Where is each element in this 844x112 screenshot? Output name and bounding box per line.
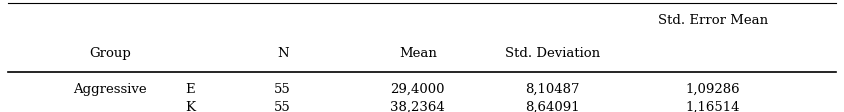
Text: Std. Error Mean: Std. Error Mean	[658, 14, 768, 27]
Text: 1,09286: 1,09286	[686, 83, 740, 96]
Text: 8,64091: 8,64091	[526, 101, 580, 112]
Text: K: K	[185, 101, 195, 112]
Text: Aggressive: Aggressive	[73, 83, 147, 96]
Text: 55: 55	[274, 83, 291, 96]
Text: 55: 55	[274, 101, 291, 112]
Text: Mean: Mean	[399, 47, 436, 60]
Text: Group: Group	[89, 47, 131, 60]
Text: N: N	[277, 47, 289, 60]
Text: Std. Deviation: Std. Deviation	[506, 47, 600, 60]
Text: 8,10487: 8,10487	[526, 83, 580, 96]
Text: 1,16514: 1,16514	[686, 101, 740, 112]
Text: 29,4000: 29,4000	[391, 83, 445, 96]
Text: E: E	[185, 83, 195, 96]
Text: 38,2364: 38,2364	[391, 101, 445, 112]
